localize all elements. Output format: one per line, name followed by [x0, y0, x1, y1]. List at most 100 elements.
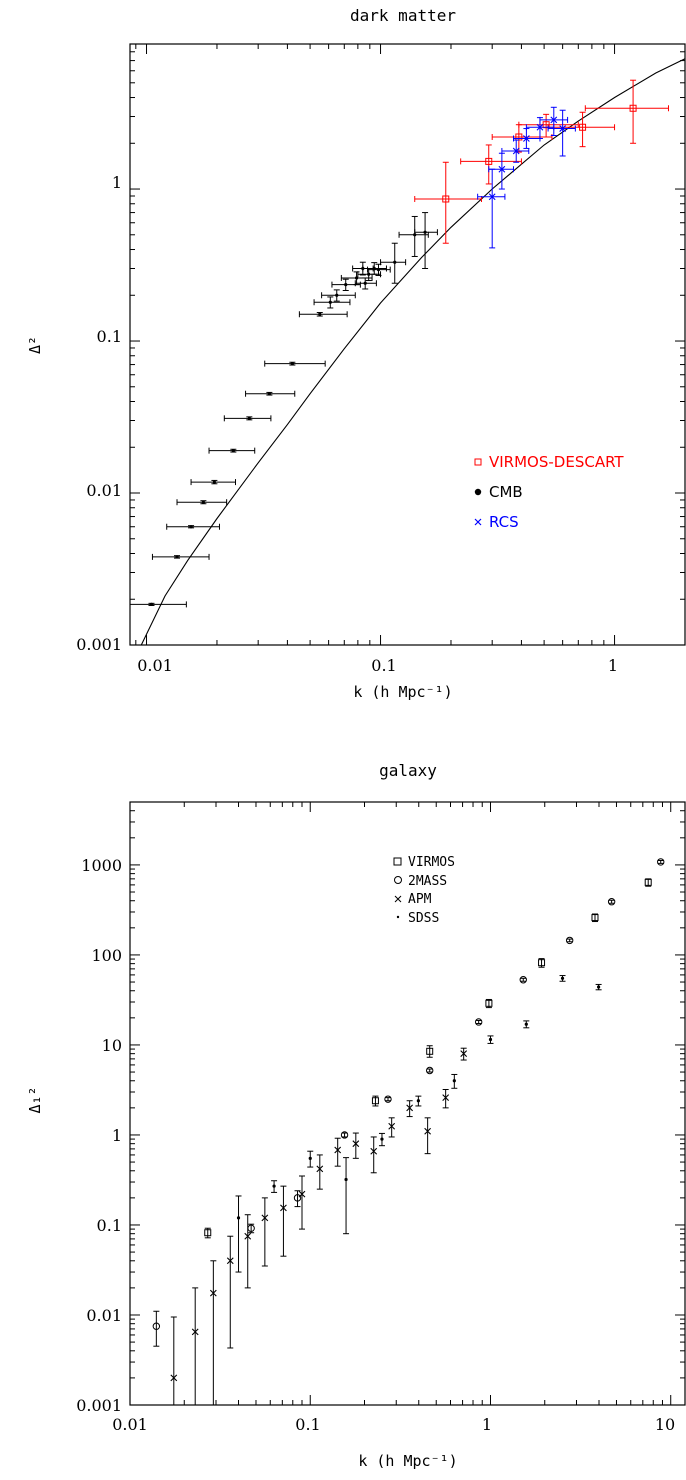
rcs-marker — [522, 135, 530, 142]
cmb-point — [354, 277, 377, 290]
virmos-marker — [644, 878, 652, 886]
rcs-marker — [559, 125, 567, 132]
sdss-point — [559, 975, 566, 982]
cmb-marker — [212, 480, 216, 484]
gal-x-tick-label: 0.1 — [295, 1415, 320, 1434]
gal-y-tick-label: 1000 — [81, 856, 122, 875]
rcs-marker — [512, 147, 520, 155]
2mass-point — [340, 1131, 349, 1139]
virmos-marker — [371, 1097, 379, 1105]
apm-marker — [298, 1190, 306, 1198]
apm-point — [209, 1260, 217, 1405]
cmb-point — [223, 415, 272, 422]
cmb-point — [313, 296, 351, 309]
cmb-marker — [149, 602, 154, 606]
sdss-point — [343, 1157, 350, 1235]
virmos-point — [591, 913, 599, 923]
sdss-point — [451, 1073, 458, 1089]
apm-marker — [316, 1165, 324, 1173]
sdss-marker — [236, 1216, 241, 1220]
cmb-point — [380, 242, 407, 284]
2mass-marker — [607, 898, 616, 906]
model-curve-line — [140, 58, 686, 646]
cmb-point — [245, 390, 296, 397]
2mass-point — [293, 1190, 302, 1208]
sdss-marker — [344, 1177, 348, 1182]
legend-cross-marker — [394, 895, 402, 903]
2mass-marker — [384, 1095, 392, 1103]
apm-marker — [280, 1204, 287, 1212]
rcs-point — [488, 152, 515, 190]
2mass-marker — [474, 1018, 483, 1026]
galaxy-data — [152, 858, 665, 1405]
cmb-point — [362, 262, 387, 275]
cmb-marker — [318, 312, 322, 316]
gal-y-tick-label: 100 — [91, 946, 122, 965]
apm-marker — [261, 1214, 269, 1222]
cmb-marker — [247, 416, 251, 420]
dm-y-tick-label: 0.001 — [76, 635, 122, 654]
virmos-marker — [591, 914, 599, 922]
apm-marker — [334, 1146, 342, 1154]
cmb-marker — [423, 230, 427, 234]
legend-label-sdss: SDSS — [408, 911, 439, 926]
sdss-marker — [380, 1137, 384, 1141]
dm-y-tick-label: 0.01 — [86, 481, 122, 500]
apm-point — [388, 1117, 396, 1138]
dm-x-tick-label: 1 — [608, 656, 618, 675]
virmos-point — [644, 878, 652, 887]
cmb-point — [321, 289, 356, 302]
virmos-descart-point — [414, 161, 482, 244]
apm-marker — [370, 1147, 378, 1155]
legend-dot-marker — [474, 488, 482, 496]
dark-matter-model-curve — [140, 58, 686, 646]
apm-marker — [170, 1374, 178, 1382]
2mass-marker — [340, 1131, 349, 1139]
apm-point — [460, 1047, 468, 1061]
gal-y-tick-label: 0.01 — [86, 1306, 122, 1325]
sdss-marker — [308, 1156, 312, 1160]
legend-square-marker — [474, 458, 482, 466]
apm-marker — [388, 1122, 396, 1130]
sdss-point — [523, 1020, 530, 1029]
gal-y-tick-label: 0.001 — [76, 1396, 122, 1415]
legend-label-virmos: VIRMOS — [408, 855, 455, 870]
dark-matter-y-axis-label: Δ² — [26, 336, 44, 354]
2mass-point — [152, 1310, 161, 1347]
2mass-point — [657, 858, 665, 866]
rcs-point — [513, 128, 541, 149]
sdss-marker — [416, 1099, 420, 1103]
gal-y-tick-label: 0.1 — [97, 1216, 122, 1235]
cmb-marker — [344, 283, 348, 287]
sdss-marker — [488, 1037, 493, 1042]
virmos-descart-point — [584, 79, 669, 144]
apm-point — [280, 1185, 287, 1257]
galaxy-x-axis-label: k (h Mpc⁻¹) — [358, 1452, 457, 1470]
apm-point — [244, 1214, 252, 1289]
virmos-point — [485, 998, 493, 1009]
cmb-marker — [290, 362, 294, 366]
sdss-point — [378, 1132, 385, 1147]
apm-marker — [244, 1232, 252, 1240]
cmb-marker — [267, 392, 271, 396]
gal-y-tick-label: 10 — [102, 1036, 122, 1055]
apm-point — [191, 1287, 199, 1405]
gal-x-tick-label: 10 — [655, 1415, 675, 1434]
sdss-point — [235, 1195, 242, 1273]
cmb-marker — [376, 268, 381, 272]
virmos-marker — [204, 1229, 212, 1237]
virmos-marker — [485, 999, 493, 1007]
galaxy-y-axis-label: Δ₁² — [26, 1086, 44, 1113]
virmos-point — [538, 958, 546, 968]
galaxy-ticks — [129, 801, 685, 1406]
apm-point — [352, 1132, 360, 1159]
virmos-descart-marker — [442, 195, 450, 203]
apm-point — [226, 1235, 234, 1349]
dm-x-tick-label: 0.01 — [137, 656, 173, 675]
legend-label-2mass: 2MASS — [408, 874, 447, 889]
galaxy-plot-frame — [129, 801, 686, 1406]
gal-x-tick-label: 1 — [482, 1415, 492, 1434]
apm-point — [424, 1117, 432, 1155]
apm-marker — [191, 1328, 199, 1336]
cmb-marker — [393, 260, 397, 264]
